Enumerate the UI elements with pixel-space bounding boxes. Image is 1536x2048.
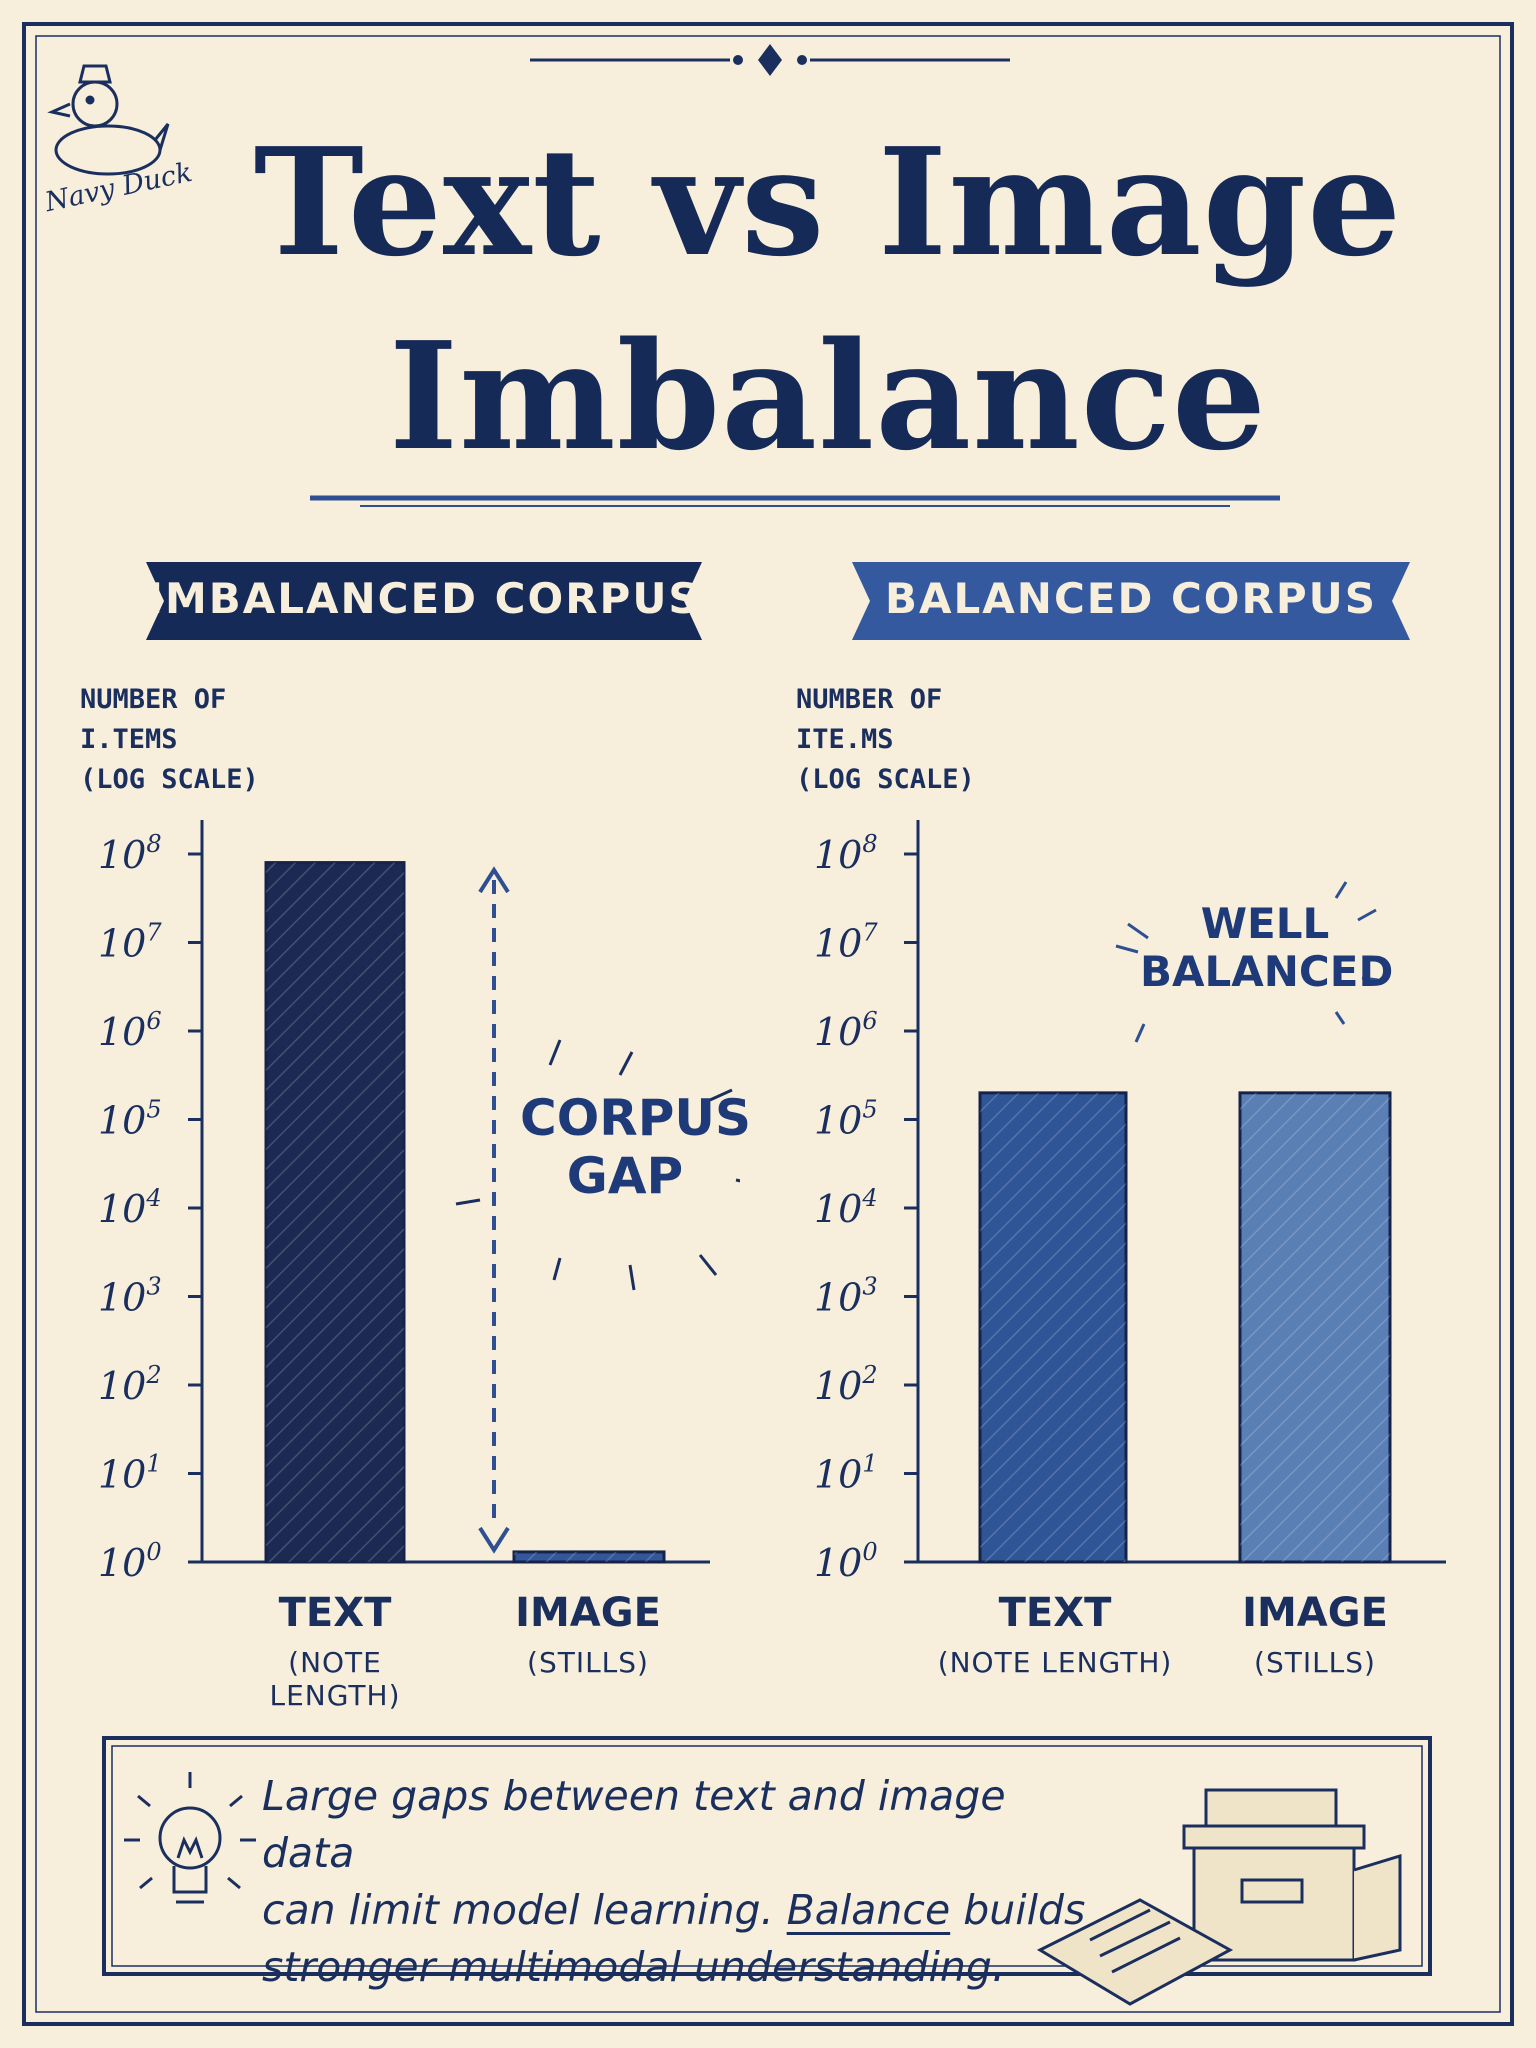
category-label: IMAGE <box>515 1590 661 1636</box>
note-emphasis-balance: Balance <box>786 1886 951 1934</box>
y-tick-label: 103 <box>98 1273 162 1320</box>
category-label: IMAGE <box>1242 1590 1388 1636</box>
note-line-3: stronger multimodal understanding. <box>262 1943 1005 1991</box>
y-axis-title-line: I.TEMS <box>80 724 178 755</box>
note-box <box>102 1736 1432 1976</box>
burst-line <box>455 1198 481 1206</box>
y-tick-label: 102 <box>98 1361 162 1408</box>
burst-line <box>1127 922 1149 940</box>
category-sublabel: (STILLS) <box>527 1646 649 1679</box>
bar-hatch <box>514 1551 664 1562</box>
banner-balanced <box>852 562 1410 640</box>
y-tick-label: 102 <box>814 1361 878 1408</box>
burst-line <box>1357 908 1377 922</box>
chart-imbalanced: 100 101 102 103 104 105 106 107 108 <box>98 820 740 1585</box>
note-line-1: Large gaps between text and image data <box>262 1772 1006 1877</box>
y-axis-title-line: NUMBER OF <box>796 684 943 715</box>
y-tick-label: 104 <box>98 1184 162 1231</box>
category-label-image-imbalanced: IMAGE (STILLS) <box>478 1590 698 1679</box>
note-text: Large gaps between text and image data c… <box>262 1768 1102 1996</box>
title-underline <box>310 495 1280 507</box>
annotation-line: CORPUS <box>520 1089 751 1147</box>
file-box-icon <box>1036 1788 1402 2006</box>
page-title-line-2: Imbalance <box>388 309 1268 483</box>
bar-hatch <box>980 1092 1126 1562</box>
y-tick-label: 107 <box>814 919 878 966</box>
bar-hatch <box>1240 1092 1390 1562</box>
note-line-2-start: can limit model learning. <box>262 1886 787 1934</box>
category-label: TEXT <box>278 1590 392 1636</box>
burst-line <box>1134 1023 1146 1043</box>
annotation-corpus-gap: CORPUS GAP <box>520 1089 751 1205</box>
gap-arrow-head-bottom <box>478 1526 510 1554</box>
burst-line <box>1334 1011 1346 1025</box>
category-label-image-balanced: IMAGE (STILLS) <box>1200 1590 1430 1679</box>
top-ornament <box>530 44 1010 76</box>
y-tick-label: 105 <box>814 1096 878 1143</box>
category-label: TEXT <box>998 1590 1112 1636</box>
burst-line <box>698 1254 718 1276</box>
burst-line <box>548 1039 562 1066</box>
y-axis-title-line: ITE.MS <box>796 724 894 755</box>
lightbulb-icon <box>124 1772 256 1904</box>
banner-imbalanced <box>146 562 702 640</box>
y-tick-label: 107 <box>98 919 162 966</box>
y-tick-label: 104 <box>814 1184 878 1231</box>
y-axis-title-imbalanced: NUMBER OF I.TEMS (LOG SCALE) <box>80 680 259 800</box>
y-tick-label: 101 <box>98 1450 162 1497</box>
y-axis-title-balanced: NUMBER OF ITE.MS (LOG SCALE) <box>796 680 975 800</box>
page-title-line-1: Text vs Image <box>253 115 1403 289</box>
chart-title-balanced: BALANCED CORPUS <box>885 574 1377 623</box>
annotation-line: GAP <box>566 1146 684 1205</box>
category-sublabel: (STILLS) <box>1254 1646 1376 1679</box>
category-sublabel: (NOTE LENGTH) <box>937 1646 1173 1679</box>
burst-line <box>618 1051 634 1076</box>
annotation-line: WELL <box>1200 899 1330 948</box>
y-tick-label: 100 <box>98 1538 162 1585</box>
y-tick-label: 108 <box>98 830 162 877</box>
category-label-text-imbalanced: TEXT (NOTE LENGTH) <box>220 1590 450 1712</box>
bar-hatch <box>266 862 404 1562</box>
burst-line <box>628 1264 636 1291</box>
y-tick-label: 106 <box>814 1007 878 1054</box>
y-tick-label: 100 <box>814 1538 878 1585</box>
burst-line <box>1115 944 1139 954</box>
y-tick-label: 101 <box>814 1450 878 1497</box>
burst-line <box>709 1088 733 1102</box>
category-label-text-balanced: TEXT (NOTE LENGTH) <box>930 1590 1180 1679</box>
category-sublabel: (NOTE LENGTH) <box>269 1646 401 1712</box>
y-tick-label: 105 <box>98 1096 162 1143</box>
annotation-line: BALANCED <box>1140 947 1394 997</box>
y-tick-label: 108 <box>814 830 878 877</box>
note-line-2: can limit model learning. Balance builds <box>262 1882 1102 1939</box>
burst-line <box>552 1257 562 1281</box>
burst-line <box>1361 976 1379 982</box>
chart-title-imbalanced: IMBALANCED CORPUS <box>147 574 701 623</box>
note-line-2-end: builds <box>950 1886 1086 1934</box>
y-tick-label: 103 <box>814 1273 878 1320</box>
chart-balanced: 100 101 102 103 104 105 106 107 108 <box>814 820 1446 1585</box>
burst-line <box>1334 881 1348 899</box>
y-axis-title-line: (LOG SCALE) <box>796 764 975 795</box>
y-axis-title-line: NUMBER OF <box>80 684 227 715</box>
burst-line <box>735 1178 740 1183</box>
gap-arrow-head-top <box>478 866 510 894</box>
duck-logo <box>47 64 170 176</box>
y-axis-title-line: (LOG SCALE) <box>80 764 259 795</box>
annotation-well-balanced: WELL BALANCED <box>1140 899 1394 997</box>
y-tick-label: 106 <box>98 1007 162 1054</box>
